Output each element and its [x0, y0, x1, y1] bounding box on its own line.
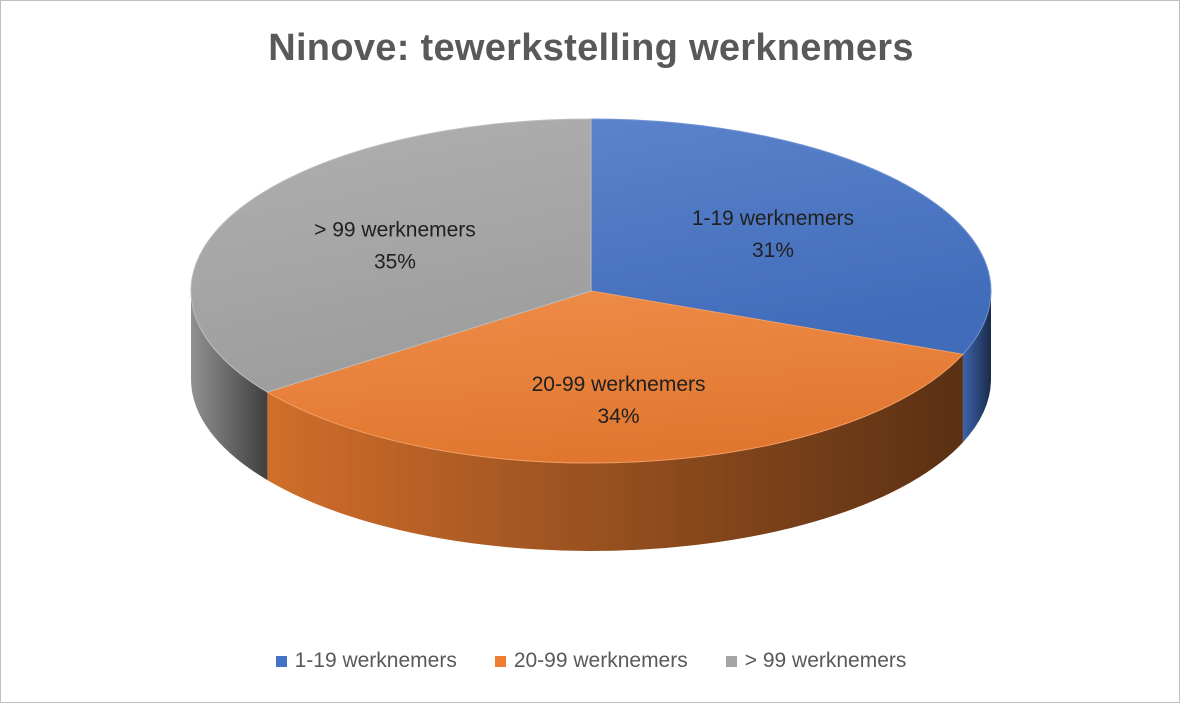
- data-label-percent-1: 31%: [752, 239, 794, 262]
- legend: 1-19 werknemers 20-99 werknemers > 99 werk…: [1, 649, 1180, 673]
- data-label-category-1: 1-19 werknemers: [692, 207, 854, 230]
- legend-label: > 99 werknemers: [744, 649, 907, 672]
- data-label-percent-3: 35%: [374, 251, 416, 274]
- pie-slice-1[interactable]: [590, 118, 992, 355]
- legend-label: 1-19 werknemers: [294, 649, 457, 672]
- pie-sides: [191, 291, 991, 552]
- pie-side-1: [962, 291, 991, 443]
- pie-slice-2[interactable]: [266, 290, 964, 464]
- data-label-category-3: > 99 werknemers: [314, 219, 476, 242]
- legend-swatch: [494, 655, 506, 667]
- legend-item-3[interactable]: > 99 werknemers: [725, 649, 907, 673]
- pie-slice-3[interactable]: [190, 118, 592, 393]
- chart-title: Ninove: tewerkstelling werknemers: [268, 27, 914, 69]
- data-label-percent-2: 34%: [598, 405, 640, 428]
- data-labels: 1-19 werknemers 31% 20-99 werknemers 34% > 9…: [314, 207, 854, 428]
- legend-label: 20-99 werknemers: [513, 649, 688, 672]
- pie-slices: [190, 118, 992, 464]
- data-label-category-2: 20-99 werknemers: [532, 373, 706, 396]
- pie-side-2: [267, 354, 963, 552]
- legend-swatch: [725, 655, 737, 667]
- legend-item-1[interactable]: 1-19 werknemers: [275, 649, 457, 673]
- pie-side-3: [191, 291, 268, 481]
- legend-item-2[interactable]: 20-99 werknemers: [494, 649, 688, 673]
- legend-swatch: [275, 655, 287, 667]
